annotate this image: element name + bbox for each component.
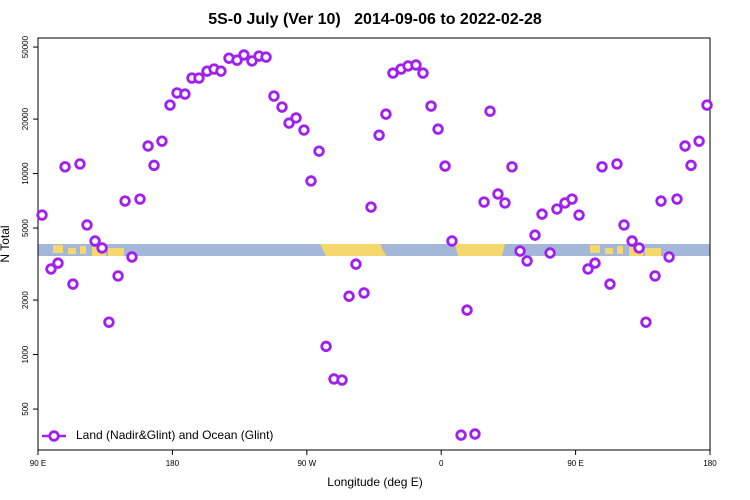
x-tick-label: 90 E [567,459,583,468]
point [380,108,392,120]
point [679,140,691,152]
point [521,255,533,267]
point [544,247,556,259]
point [260,51,272,63]
point [701,99,713,111]
point [74,158,86,170]
point [350,258,362,270]
point [478,196,490,208]
point [148,159,160,172]
x-tick-label: 180 [703,459,717,468]
point [596,161,608,173]
point [529,229,541,241]
point [425,100,437,112]
point [45,263,57,275]
point [655,195,667,207]
point [96,242,108,254]
x-tick-label: 180 [166,459,180,468]
point [103,316,115,328]
point [193,72,205,84]
point [604,278,616,290]
point [134,193,146,205]
point [268,90,280,102]
point [626,235,638,247]
point [693,135,705,147]
point [164,99,176,111]
point [492,188,504,200]
point [112,270,124,282]
point [238,49,250,61]
point [618,219,630,231]
point [119,195,131,207]
x-axis-label: Longitude (deg E) [327,475,422,489]
point [81,219,93,231]
x-tick-label: 90 E [30,459,46,468]
point [89,235,101,247]
point [469,428,481,440]
point [52,257,64,269]
y-tick-label: 1000 [21,345,30,363]
point [499,197,511,209]
y-tick-label: 10000 [21,162,30,185]
legend-label: Land (Nadir&Glint) and Ocean (Glint) [76,428,273,442]
y-tick-label: 2000 [21,291,30,309]
y-tick-label: 50000 [21,35,30,58]
y-tick-label: 20000 [21,107,30,130]
x-tick-label: 90 W [297,459,316,468]
point [633,242,645,254]
point [536,208,548,220]
y-axis-label: N Total [0,225,12,262]
point [179,88,191,100]
point [59,161,71,173]
point [589,257,601,269]
point [455,429,467,441]
point [417,67,429,79]
point [126,251,138,263]
point [566,193,578,205]
point [283,117,295,129]
point [36,209,48,221]
point [313,145,325,157]
point [276,101,288,113]
point [582,263,594,275]
point [215,65,227,77]
point [640,316,652,328]
point [373,129,385,141]
point [671,193,683,205]
point [358,287,370,299]
point [439,160,451,172]
y-tick-label: 500 [21,402,30,416]
point [320,340,332,353]
point [611,158,623,170]
y-tick-label: 5000 [21,219,30,237]
point [484,105,496,117]
point [290,112,302,124]
point [461,304,473,316]
land-ocean-band [38,244,710,256]
point [573,209,585,221]
point [663,251,675,263]
point [305,175,317,187]
point [432,123,444,135]
x-tick-label: 0 [439,459,444,468]
legend-marker [48,430,60,442]
point [551,203,563,215]
point [685,159,697,172]
chart-title: 5S-0 July (Ver 10) 2014-09-06 to 2022-02… [208,11,542,28]
point [67,278,79,290]
point [156,135,168,147]
point [506,161,518,173]
point [410,59,422,71]
point [336,374,348,386]
point [343,290,355,302]
land-patches [53,244,661,256]
point [649,270,661,282]
point [514,245,526,257]
point [365,201,377,213]
plot-frame [37,37,711,451]
point [446,235,458,247]
point [142,140,154,152]
point [298,124,310,136]
